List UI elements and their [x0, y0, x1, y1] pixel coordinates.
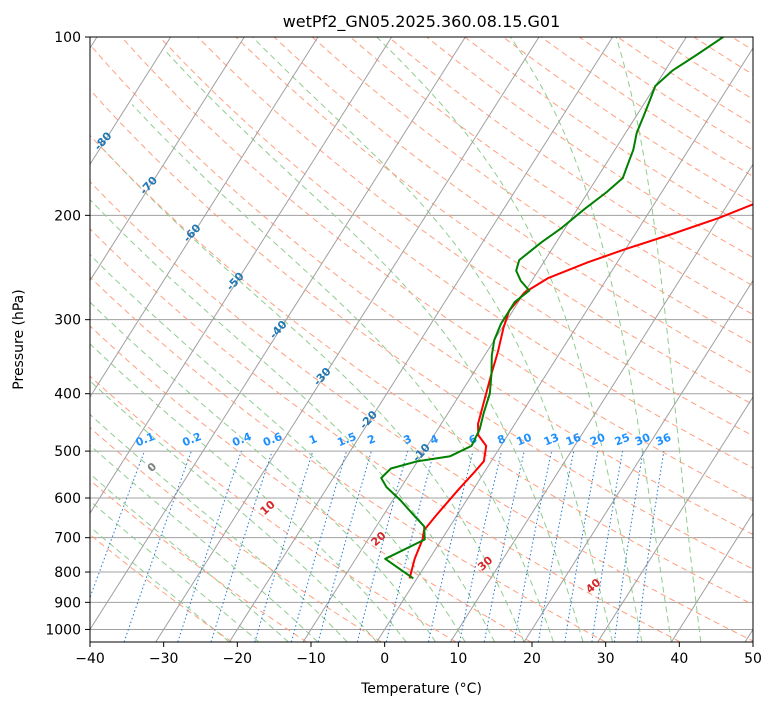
mixing-ratio-label: 8 — [495, 432, 507, 447]
isotherm-line — [523, 279, 753, 642]
mixing-ratio-label: 25 — [613, 431, 632, 449]
isotherm-line — [90, 37, 393, 515]
dry-adiabat — [90, 43, 753, 536]
plot-area: -100-90-80-70-60-50-40-30-20-100.10.20.4… — [90, 37, 753, 642]
isotherm-line — [90, 37, 172, 166]
moist-adiabats — [90, 37, 702, 642]
mixing-ratio-line — [636, 451, 665, 642]
mixing-ratio-label: 10 — [515, 431, 534, 449]
x-tick-label: −10 — [296, 651, 326, 667]
y-tick-label: 600 — [54, 491, 81, 507]
mixing-ratio-label: 30 — [633, 431, 652, 449]
dry-adiabat — [90, 533, 233, 642]
mixing-ratio-label: 20 — [588, 431, 607, 449]
dry-adiabat — [159, 37, 753, 469]
moist-adiabat — [163, 49, 584, 642]
moist-adiabat — [90, 253, 466, 642]
dry-adiabats — [90, 37, 753, 642]
moist-adiabat — [90, 380, 378, 642]
mixing-ratio-line — [591, 451, 624, 642]
y-axis-title: Pressure (hPa) — [11, 289, 27, 389]
x-axis-title: Temperature (°C) — [360, 681, 482, 697]
moist-adiabat — [615, 37, 702, 642]
mixing-ratio-line — [177, 450, 242, 642]
moist-adiabat — [376, 37, 643, 642]
isotherm-line — [376, 47, 753, 642]
x-tick-label: −20 — [223, 651, 253, 667]
mixing-ratio-line — [210, 450, 273, 642]
mixing-ratio-label: 1 — [307, 432, 319, 447]
x-tick-label: 40 — [670, 651, 688, 667]
isotherm-line — [228, 37, 614, 642]
dry-adiabat — [121, 37, 753, 502]
dry-adiabat — [273, 37, 753, 375]
moist-adiabat — [90, 526, 230, 642]
mixing-ratio-line — [254, 450, 314, 642]
y-tick-label: 900 — [54, 595, 81, 611]
moist-adiabat — [252, 37, 613, 642]
y-tick-label: 800 — [54, 565, 81, 581]
isotherm-line — [155, 37, 540, 642]
plot-frame — [89, 36, 754, 643]
y-tick-label: 200 — [54, 208, 81, 224]
y-tick-label: 700 — [54, 531, 81, 547]
moist-adiabat — [103, 149, 525, 642]
mixing-ratio-line — [385, 450, 435, 642]
moist-adiabat — [90, 343, 407, 642]
moist-adiabat — [131, 104, 554, 642]
y-tick-label: 100 — [54, 30, 81, 46]
sounding-profiles — [380, 37, 753, 580]
x-tick-label: 0 — [380, 651, 389, 667]
x-tick-label: 10 — [449, 651, 467, 667]
dewpoint-line — [380, 37, 724, 580]
x-tick-label: −30 — [149, 651, 179, 667]
isotherm-line — [90, 37, 319, 398]
moist-adiabat — [90, 444, 319, 642]
isotherm-line — [90, 37, 245, 282]
x-tick-label: 20 — [523, 651, 541, 667]
moist-adiabat — [509, 37, 672, 642]
mixing-ratio-line — [317, 450, 372, 642]
mixing-ratio-line — [123, 450, 192, 642]
mixing-ratio-label: 13 — [542, 431, 561, 449]
mixing-ratio-line — [613, 451, 644, 642]
mixing-ratio-label: 36 — [654, 431, 673, 449]
isotherm-line — [90, 37, 466, 631]
x-tick-label: −40 — [75, 651, 105, 667]
moist-adiabat — [90, 473, 289, 642]
y-tick-label: 1000 — [45, 622, 81, 638]
dry-adiabat — [90, 479, 307, 642]
dry-adiabat — [311, 37, 753, 345]
mixing-ratio-line — [90, 450, 145, 600]
dry-adiabat — [90, 88, 753, 570]
x-tick-label: 30 — [597, 651, 615, 667]
y-tick-label: 300 — [54, 313, 81, 329]
x-tick-label: 50 — [744, 651, 762, 667]
mixing-ratio-label: 2 — [366, 432, 378, 447]
mixing-ratio-label: 3 — [402, 432, 414, 447]
moist-adiabat — [90, 500, 260, 642]
mixing-ratio-line — [428, 450, 474, 642]
isotherm-line — [670, 512, 753, 642]
mixing-ratio-label: 16 — [564, 431, 583, 449]
x-axis: −40 −30 −20 −10 0 10 20 30 40 50 — [75, 642, 762, 667]
dry-adiabat — [90, 325, 532, 642]
mixing-ratio-lines — [90, 450, 665, 642]
y-axis: 100 200 300 400 500 600 700 800 900 1000 — [45, 30, 90, 638]
mixing-ratio-line — [459, 450, 502, 642]
moist-adiabat — [90, 301, 437, 642]
isotherm-line — [597, 395, 753, 642]
isotherm-line — [449, 163, 753, 642]
dry-adiabat — [90, 134, 753, 606]
mixing-ratio-line — [290, 450, 347, 642]
dry-adiabat — [350, 37, 753, 316]
y-tick-label: 500 — [54, 444, 81, 460]
y-tick-label: 400 — [54, 387, 81, 403]
dry-adiabat — [90, 180, 753, 642]
chart-title: wetPf2_GN05.2025.360.08.15.G01 — [283, 12, 561, 32]
dry-adiabat — [90, 375, 457, 642]
